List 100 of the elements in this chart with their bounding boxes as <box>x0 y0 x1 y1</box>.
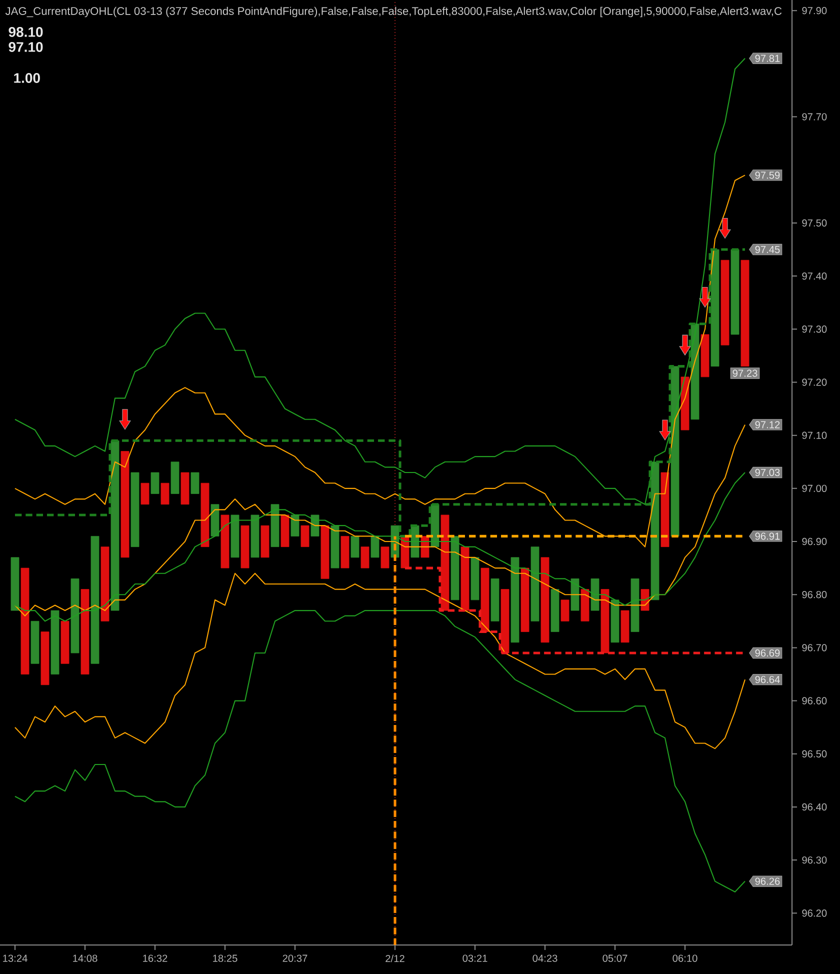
bar <box>20 568 30 674</box>
bar <box>280 514 290 548</box>
bar <box>690 324 700 420</box>
bar <box>470 557 480 600</box>
bar <box>570 578 580 611</box>
bar <box>340 536 350 568</box>
data-label: 96.26 <box>755 878 780 885</box>
bar <box>320 525 330 579</box>
bar <box>140 482 150 505</box>
bar <box>350 536 360 558</box>
bar <box>60 620 70 664</box>
bar <box>210 504 220 536</box>
y-tick-label: 97.20 <box>802 378 827 386</box>
bar <box>130 472 140 548</box>
bar <box>680 376 690 430</box>
bar <box>10 557 20 611</box>
y-tick-label: 97.10 <box>802 432 827 439</box>
annotation: 1.00 <box>14 73 40 83</box>
bar <box>620 610 630 643</box>
bar <box>440 514 450 611</box>
bar <box>740 260 750 367</box>
x-tick-label: 06:10 <box>672 954 698 962</box>
annotation: 97.10 <box>8 42 43 52</box>
y-tick-label: 96.60 <box>802 697 827 704</box>
bar <box>460 546 470 611</box>
y-tick-label: 97.30 <box>802 326 827 333</box>
bar <box>230 514 240 558</box>
bar <box>600 589 610 654</box>
bar <box>610 600 620 643</box>
bar <box>260 525 270 558</box>
data-label: 97.45 <box>755 246 780 254</box>
data-label: 97.12 <box>755 421 780 428</box>
y-tick-label: 97.70 <box>802 113 827 120</box>
bar <box>710 249 720 367</box>
x-tick-label: 04:23 <box>532 954 558 962</box>
bar <box>360 546 370 568</box>
bar <box>450 536 460 600</box>
data-label: 97.81 <box>755 54 780 62</box>
y-tick-label: 97.90 <box>802 7 827 14</box>
bar <box>250 514 260 558</box>
x-tick-label: 2/12 <box>386 954 404 962</box>
bar <box>90 536 100 664</box>
bar <box>520 568 530 632</box>
y-tick-label: 96.70 <box>802 644 827 652</box>
bar <box>490 578 500 622</box>
x-tick-label: 18:25 <box>213 954 238 962</box>
bar <box>510 557 520 643</box>
data-label: 96.69 <box>755 649 780 657</box>
data-label: 97.59 <box>755 172 780 179</box>
annotation: 98.10 <box>8 27 43 37</box>
x-tick-label: 20:37 <box>282 954 308 962</box>
bar <box>560 600 570 622</box>
data-label: 97.23 <box>732 370 758 377</box>
data-label: 96.91 <box>755 532 780 540</box>
y-tick-label: 96.30 <box>802 856 827 864</box>
text: JAG_CurrentDayOHL(CL 03-13 (377 Seconds PointAndFigure),False,False,False,TopLeft,83000,False,Alert3.wav,Color [Orange],5,90000,False,Alert3.wav,C <box>5 6 782 18</box>
y-tick-label: 96.20 <box>802 910 827 917</box>
bar <box>530 546 540 622</box>
x-tick-label: 16:32 <box>143 954 168 962</box>
y-tick-label: 97.40 <box>802 272 827 280</box>
bar <box>40 632 50 686</box>
bar <box>270 504 280 548</box>
y-tick-label: 96.90 <box>802 538 827 546</box>
bar <box>150 472 160 494</box>
bar <box>380 546 390 568</box>
bar <box>330 525 340 568</box>
x-tick-label: 14:08 <box>73 954 98 962</box>
y-tick-label: 97.50 <box>802 219 827 227</box>
bar <box>550 589 560 632</box>
bar <box>660 472 670 548</box>
y-tick-label: 97.00 <box>802 484 827 492</box>
bar <box>670 366 680 536</box>
bar <box>300 525 310 548</box>
bar <box>580 589 590 622</box>
bar <box>480 568 490 632</box>
bar <box>730 249 740 335</box>
x-tick-label: 13:24 <box>3 954 28 962</box>
bar <box>120 451 130 558</box>
bar <box>650 462 660 600</box>
bar <box>200 482 210 548</box>
bar <box>110 440 120 611</box>
bar <box>170 462 180 494</box>
bar <box>500 589 510 654</box>
bar <box>590 578 600 611</box>
bar <box>720 260 730 346</box>
bar <box>30 620 40 664</box>
data-label: 96.64 <box>755 676 780 684</box>
bar <box>100 546 110 622</box>
y-tick-label: 96.40 <box>802 803 827 811</box>
data-label: 97.03 <box>755 468 780 476</box>
bar <box>290 514 300 536</box>
x-tick-label: 03:21 <box>462 954 488 962</box>
y-tick-label: 96.80 <box>802 591 827 598</box>
bar <box>370 536 380 558</box>
bar <box>540 557 550 643</box>
bar <box>80 589 90 674</box>
bar <box>220 514 230 568</box>
bar <box>190 472 200 494</box>
bar <box>160 482 170 505</box>
bar <box>180 472 190 505</box>
